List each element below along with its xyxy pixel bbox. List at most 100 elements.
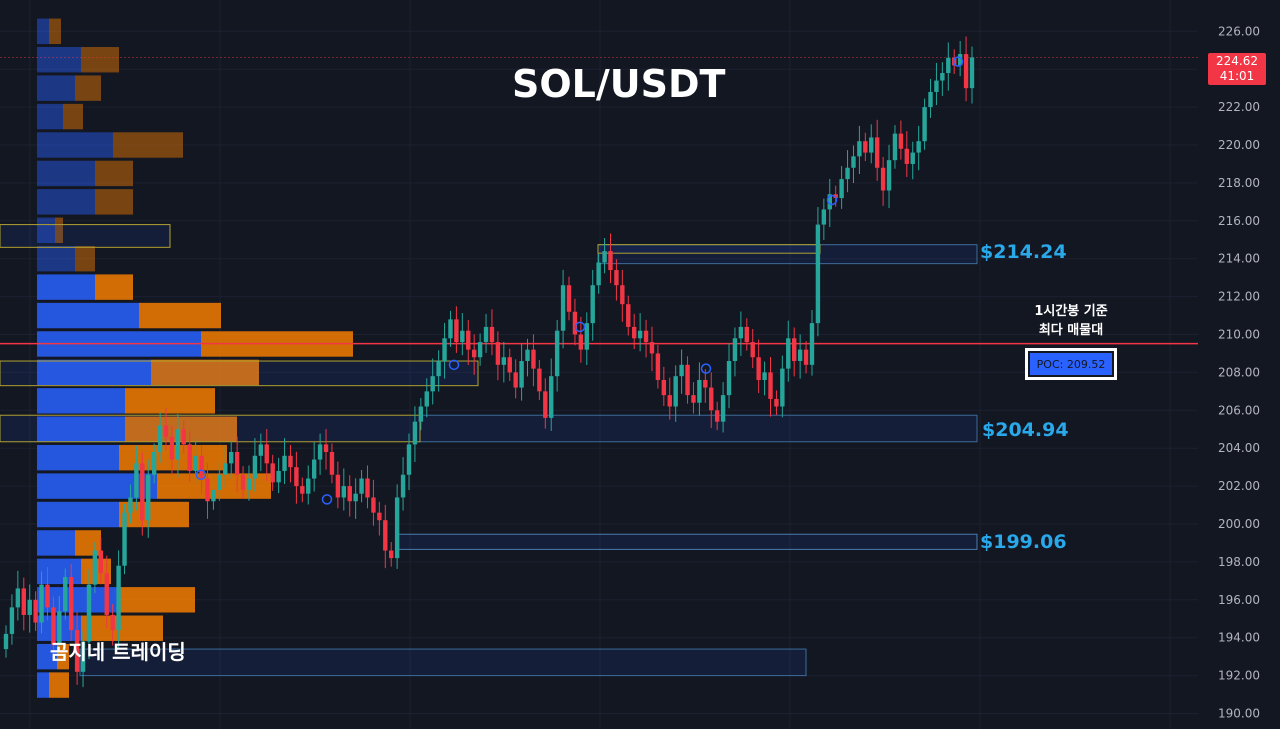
candle-body: [762, 372, 767, 380]
vp-sell-bar: [55, 217, 63, 243]
y-tick-label: 218.00: [1218, 176, 1260, 190]
candle-body: [501, 357, 507, 365]
candle-body: [229, 451, 234, 464]
candle-body: [489, 326, 495, 343]
candle-body: [21, 588, 26, 615]
level-label-214: $214.24: [980, 241, 1067, 263]
candle-body: [732, 338, 738, 362]
candle-body: [394, 497, 400, 559]
candle-body: [786, 338, 791, 369]
candle-body: [199, 455, 204, 479]
candle-body: [181, 429, 186, 445]
candle-body: [602, 251, 607, 263]
candle-body: [270, 463, 275, 483]
candle-body: [679, 364, 684, 377]
candle-body: [122, 512, 127, 566]
candle-body: [910, 152, 915, 164]
vp-buy-bar: [37, 274, 95, 300]
candle-body: [898, 133, 904, 149]
y-tick-label: 200.00: [1218, 517, 1260, 531]
candle-body: [513, 372, 518, 388]
candle-body: [430, 376, 435, 392]
candle-body: [874, 137, 880, 168]
candle-body: [726, 361, 732, 396]
candle-body: [821, 209, 827, 225]
vp-buy-bar: [37, 217, 55, 243]
candle-body: [780, 368, 785, 407]
candle-body: [714, 410, 720, 422]
candle-body: [744, 326, 749, 343]
vp-buy-bar: [37, 501, 119, 528]
candle-body: [146, 474, 151, 521]
level-boxes: [0, 224, 978, 677]
candle-body: [525, 349, 530, 362]
candle-body: [45, 584, 50, 608]
candle-body: [572, 311, 578, 335]
candle-body: [74, 630, 80, 672]
candle-body: [377, 512, 382, 521]
candle-body: [554, 330, 560, 377]
candle-body: [157, 425, 163, 452]
candle-body: [128, 497, 133, 513]
vp-sell-bar: [113, 132, 183, 158]
candle-body: [667, 395, 672, 407]
candle-body: [39, 584, 44, 623]
candle-body: [691, 395, 696, 403]
candle-body: [86, 584, 92, 642]
candle-body: [163, 425, 169, 437]
vp-buy-bar: [37, 103, 63, 130]
candle-body: [448, 319, 453, 339]
candle-body: [904, 148, 910, 164]
candle-body: [845, 167, 850, 180]
poc-annotation: 1시간봉 기준 최다 매물대: [1026, 302, 1116, 340]
y-tick-label: 190.00: [1218, 707, 1260, 721]
candle-body: [15, 588, 21, 608]
candle-body: [543, 391, 548, 418]
candle-body: [92, 550, 98, 585]
vp-sell-bar: [119, 587, 195, 613]
level-label-199: $199.06: [980, 531, 1067, 553]
candle-body: [359, 478, 364, 494]
candle-body: [57, 611, 62, 646]
candle-body: [483, 326, 489, 343]
poc-badge: POC: 209.52: [1025, 348, 1117, 380]
vp-buy-bar: [37, 302, 139, 329]
marker-circle: [448, 359, 460, 371]
candle-body: [839, 179, 844, 199]
candle-body: [300, 486, 305, 494]
candles: [3, 36, 975, 688]
candle-body: [442, 338, 447, 362]
y-tick-label: 220.00: [1218, 138, 1260, 152]
candle-body: [596, 262, 601, 286]
vp-buy-bar: [37, 160, 95, 187]
candle-body: [323, 444, 329, 452]
y-tick-label: 194.00: [1218, 631, 1260, 645]
vp-buy-bar: [37, 18, 49, 45]
y-tick-label: 222.00: [1218, 100, 1260, 114]
candle-body: [869, 137, 874, 153]
vp-buy-bar: [37, 558, 81, 585]
candle-body: [863, 141, 868, 153]
marker-circle: [321, 494, 333, 505]
y-tick-label: 198.00: [1218, 555, 1260, 569]
candle-body: [353, 493, 358, 502]
last-price-badge: 224.62 41:01: [1208, 53, 1266, 85]
annotation-line-2: 최다 매물대: [1038, 323, 1104, 338]
vp-sell-bar: [75, 75, 101, 101]
candle-body: [549, 376, 554, 418]
candle-body: [797, 349, 803, 362]
candle-body: [626, 304, 631, 327]
candle-body: [264, 444, 269, 464]
axis-panel: [1198, 0, 1280, 729]
candle-body: [649, 342, 655, 354]
candle-body: [436, 361, 441, 377]
candle-body: [187, 444, 192, 471]
candle-body: [9, 607, 15, 634]
candle-body: [223, 463, 228, 475]
zone-204: [419, 414, 978, 443]
vp-sell-bar: [151, 359, 259, 386]
candle-body: [631, 326, 637, 339]
vp-buy-bar: [37, 444, 119, 471]
candle-body: [406, 444, 412, 475]
